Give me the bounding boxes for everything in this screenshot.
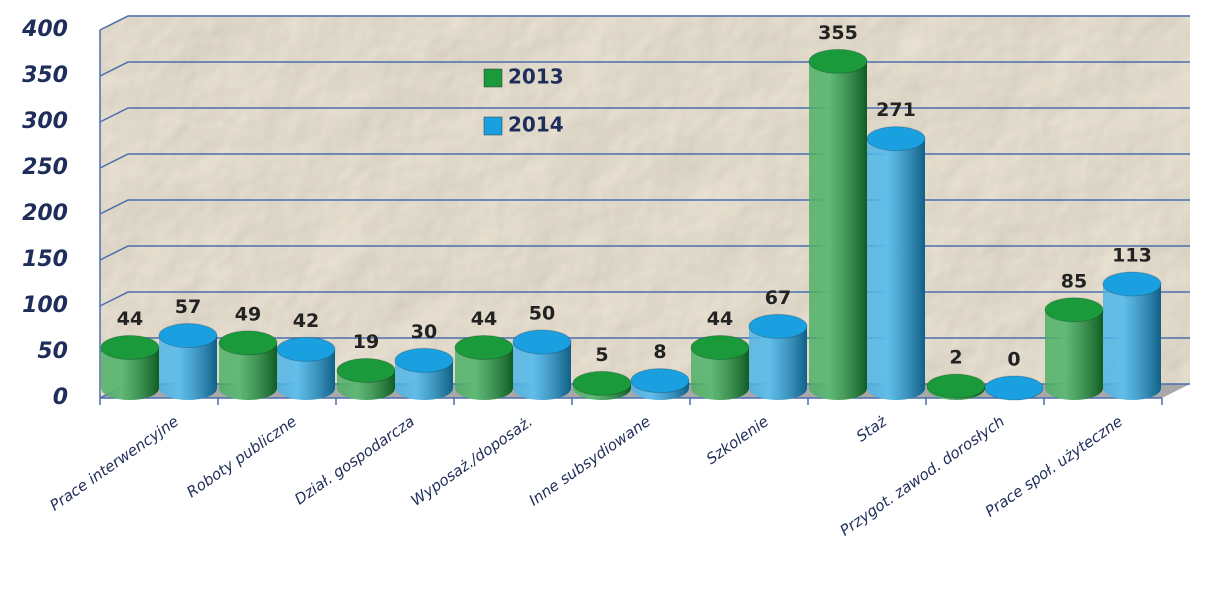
x-tick-label: Staż: [853, 412, 891, 446]
cylinder: [100, 335, 160, 400]
x-tick-label: Roboty publiczne: [183, 412, 299, 501]
cylinder: [808, 48, 868, 401]
cylinder-top: [866, 126, 926, 152]
value-label: 49: [235, 303, 261, 325]
cylinder: [926, 373, 986, 400]
cylinder-shade: [159, 335, 217, 400]
cylinder: [748, 313, 808, 400]
cylinder-top: [158, 323, 218, 349]
cylinder-top: [808, 48, 868, 74]
cylinder-top: [276, 336, 336, 362]
cylinder-top: [630, 368, 690, 394]
cylinder-top: [336, 358, 396, 384]
cylinder-shade: [691, 347, 749, 400]
cylinder: [512, 329, 572, 400]
value-label: 67: [765, 287, 791, 309]
y-tick-label: 300: [22, 109, 68, 134]
x-tick-label: Prace interwencyjne: [47, 412, 182, 514]
cylinder-top: [984, 375, 1044, 401]
value-label: 85: [1061, 270, 1087, 292]
cylinder-top: [454, 335, 514, 361]
cylinder-top: [748, 313, 808, 339]
cylinder-top: [218, 330, 278, 356]
x-tick-label: Szkolenie: [703, 412, 772, 468]
value-label: 355: [818, 22, 858, 44]
value-label: 50: [529, 303, 555, 325]
cylinder: [394, 347, 454, 400]
cylinder-shade: [101, 347, 159, 400]
value-label: 2: [949, 347, 962, 369]
cylinder-shade: [1103, 284, 1161, 400]
cylinder-shade: [867, 138, 925, 400]
cylinder-top: [926, 373, 986, 399]
value-label: 44: [117, 308, 143, 330]
y-tick-label: 250: [22, 155, 68, 180]
x-tick-label: Inne subsydiowane: [526, 412, 654, 509]
cylinder: [218, 330, 278, 400]
value-label: 30: [411, 321, 437, 343]
cylinder-top: [1044, 297, 1104, 323]
legend-label: 2014: [508, 113, 564, 137]
value-label: 19: [353, 331, 379, 353]
x-tick-label: Wyposaż./doposaż.: [407, 412, 535, 509]
cylinder-shade: [809, 61, 867, 401]
cylinder: [690, 335, 750, 400]
value-label: 113: [1112, 245, 1152, 267]
value-label: 5: [595, 344, 608, 366]
y-tick-label: 100: [22, 293, 68, 318]
cylinder-top: [100, 335, 160, 361]
cylinder-top: [690, 335, 750, 361]
cylinder-shade: [1045, 309, 1103, 400]
cylinder: [866, 126, 926, 400]
cylinder-shade: [219, 342, 277, 400]
cylinder: [1102, 271, 1162, 400]
cylinder-top: [394, 347, 454, 373]
x-tick-label: Dział. gospodarcza: [291, 412, 418, 508]
legend-label: 2013: [508, 65, 564, 89]
cylinder-top: [512, 329, 572, 355]
cylinder: [984, 375, 1044, 401]
cylinder: [454, 335, 514, 400]
cylinder-shade: [513, 342, 571, 400]
value-label: 44: [471, 308, 497, 330]
y-tick-label: 150: [22, 247, 68, 272]
value-label: 44: [707, 308, 733, 330]
y-tick-label: 400: [21, 17, 68, 42]
cylinder: [630, 368, 690, 400]
cylinder: [572, 370, 632, 400]
cylinder-shade: [455, 347, 513, 400]
value-label: 0: [1007, 349, 1020, 371]
grid-line: [99, 15, 1190, 31]
legend-swatch: [483, 116, 503, 136]
cylinder-top: [572, 370, 632, 396]
value-label: 8: [653, 341, 666, 363]
cylinder: [1044, 297, 1104, 400]
value-label: 42: [293, 310, 319, 332]
y-tick-label: 50: [37, 339, 68, 364]
y-tick-label: 350: [22, 63, 68, 88]
cylinder-shade: [277, 349, 335, 400]
legend-swatch: [483, 68, 503, 88]
cylinder: [276, 336, 336, 400]
cylinder-top: [1102, 271, 1162, 297]
value-label: 57: [175, 296, 201, 318]
y-tick-label: 200: [22, 201, 68, 226]
y-tick-label: 0: [53, 385, 68, 410]
cylinder: [336, 358, 396, 400]
cylinder-shade: [749, 326, 807, 400]
cylinder: [158, 323, 218, 400]
value-label: 271: [876, 99, 916, 121]
legend: 2013 2014: [483, 65, 564, 137]
